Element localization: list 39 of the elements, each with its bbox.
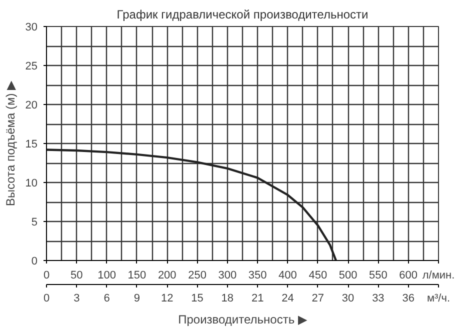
x2-tick-label: м³/ч. xyxy=(426,292,450,304)
x-tick-label: 500 xyxy=(338,270,358,282)
x2-tick-label: 12 xyxy=(161,292,174,304)
x2-tick-label: 36 xyxy=(402,292,414,304)
x-tick-label: 600 xyxy=(399,270,418,282)
x2-tick-label: 9 xyxy=(134,292,140,304)
y-tick-label: 0 xyxy=(31,256,38,268)
x-tick-label: 550 xyxy=(369,270,388,282)
x-tick-label: 450 xyxy=(308,270,328,282)
x-tick-label: 150 xyxy=(128,270,146,282)
x-tick-label: 300 xyxy=(218,270,237,282)
x-tick-label: л/мин. xyxy=(422,270,455,282)
x2-tick-label: 18 xyxy=(221,292,234,304)
x-tick-label: 200 xyxy=(158,270,176,282)
x2-tick-label: 30 xyxy=(342,292,354,304)
x-tick-label: 0 xyxy=(43,270,50,282)
x2-tick-label: 24 xyxy=(282,292,294,304)
y-tick-label: 30 xyxy=(25,22,38,34)
x2-tick-label: 33 xyxy=(372,292,384,304)
x2-tick-label: 3 xyxy=(74,292,80,304)
x-tick-label: 100 xyxy=(98,270,116,282)
x-tick-label: 50 xyxy=(70,270,83,282)
x2-tick-label: 15 xyxy=(191,292,204,304)
x2-tick-label: 6 xyxy=(104,292,110,304)
x-tick-label: 400 xyxy=(278,270,297,282)
y-axis-title: Высота подъёма (м) ▶ xyxy=(3,80,18,206)
y-tick-label: 25 xyxy=(25,60,38,72)
y-tick-label: 15 xyxy=(25,138,38,150)
x2-tick-label: 0 xyxy=(43,292,50,304)
y-tick-label: 5 xyxy=(31,216,38,228)
y-tick-label: 20 xyxy=(25,100,38,112)
x-axis-title: Производительность ▶ xyxy=(178,312,308,326)
chart-title: График гидравлической производительности xyxy=(116,8,368,22)
x-tick-label: 350 xyxy=(248,270,267,282)
x2-tick-label: 21 xyxy=(251,292,264,304)
x2-tick-label: 27 xyxy=(312,292,324,304)
y-tick-label: 10 xyxy=(25,178,38,190)
x-tick-label: 250 xyxy=(188,270,206,282)
line-series xyxy=(46,148,338,260)
